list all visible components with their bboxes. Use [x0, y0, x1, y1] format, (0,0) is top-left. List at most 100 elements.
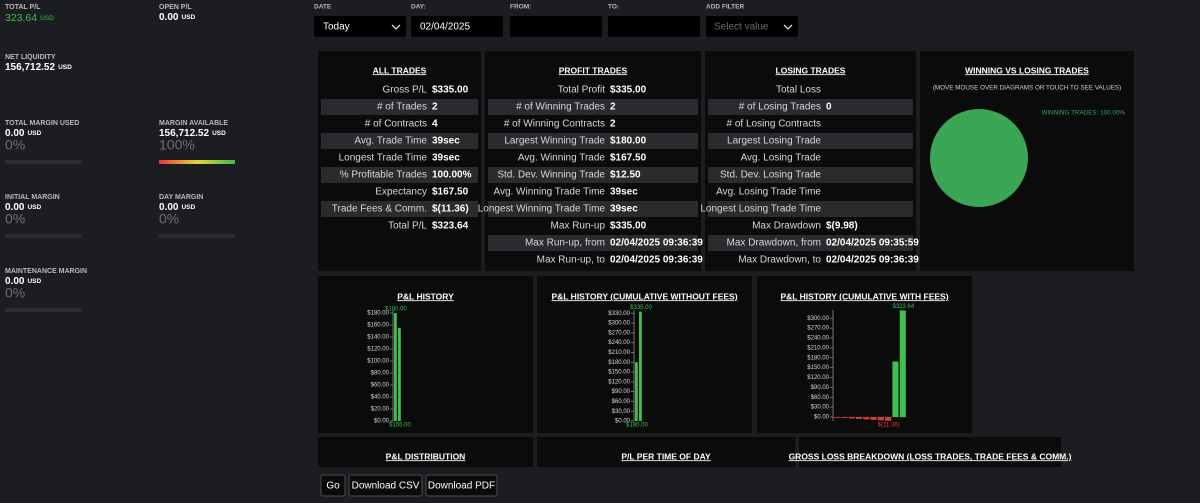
y-tick-label: $100.00 — [367, 359, 389, 365]
row-label: Expectancy — [375, 187, 427, 198]
card-title: P&L HISTORY — [397, 291, 454, 301]
filter-input[interactable] — [510, 16, 602, 37]
filter-input[interactable] — [411, 16, 503, 37]
table-row — [321, 116, 478, 132]
filter-value[interactable]: Today — [323, 22, 350, 33]
row-value: 02/04/2025 09:36:39 — [826, 255, 919, 266]
filter-input[interactable] — [608, 16, 700, 37]
y-tick-label: $60.00 — [612, 399, 631, 405]
button[interactable] — [425, 474, 498, 497]
y-tick-label: $210.00 — [807, 345, 829, 351]
table-row — [321, 201, 478, 217]
row-value: $167.50 — [610, 153, 647, 164]
row-label: Total P/L — [388, 221, 427, 232]
table-row — [708, 116, 913, 132]
table-row — [321, 150, 478, 166]
y-tick-label: $150.00 — [807, 365, 829, 371]
button-label[interactable]: Download PDF — [428, 481, 495, 492]
min-label: $155.00 — [389, 423, 411, 429]
metric-unit: USD — [27, 204, 41, 211]
filter-placeholder[interactable]: Select value — [714, 22, 769, 33]
card-title: P&L HISTORY (CUMULATIVE WITH FEES) — [780, 291, 948, 301]
metric-number: 0.00 — [5, 128, 25, 139]
filter-value[interactable]: 02/04/2025 — [420, 22, 470, 33]
bar — [841, 417, 848, 418]
row-value: 2 — [610, 119, 616, 130]
row-value: $335.00 — [432, 85, 469, 96]
max-label: $323.64 — [892, 304, 914, 310]
max-label: $180.00 — [385, 307, 407, 313]
row-value: 02/04/2025 09:36:39 — [610, 255, 703, 266]
table-row — [321, 133, 478, 149]
row-label: Total Profit — [558, 85, 605, 96]
y-tick-label: $160.00 — [367, 323, 389, 329]
row-value: $180.00 — [610, 136, 647, 147]
card-title: LOSING TRADES — [776, 65, 846, 75]
row-label: Max Run-up, to — [537, 255, 606, 266]
row-label: Largest Losing Trade — [727, 136, 821, 147]
table-row — [708, 167, 913, 183]
row-value: 02/04/2025 09:35:59 — [826, 238, 919, 249]
filter-input[interactable] — [314, 16, 406, 37]
row-label: Max Run-up, from — [525, 238, 605, 249]
y-tick-label: $80.00 — [371, 371, 390, 377]
metric-unit: USD — [58, 64, 72, 71]
metric-value: 0.00 USD — [5, 202, 41, 213]
row-value: 0 — [826, 102, 832, 113]
table-row — [708, 252, 913, 268]
button[interactable] — [348, 474, 423, 497]
y-tick-label: $120.00 — [608, 379, 630, 385]
y-tick-label: $180.00 — [367, 311, 389, 317]
card — [318, 276, 533, 433]
gauge-bar — [5, 308, 81, 312]
gauge-bar — [5, 160, 81, 164]
button-label[interactable]: Download CSV — [352, 481, 420, 492]
row-label: # of Winning Trades — [516, 102, 605, 113]
card-title: PROFIT TRADES — [559, 65, 628, 75]
metric-unit: USD — [181, 14, 195, 21]
table-row — [488, 116, 698, 132]
table-row — [708, 218, 913, 234]
bar — [899, 310, 906, 418]
table-row — [488, 184, 698, 200]
card-subtitle: (MOVE MOUSE OVER DIAGRAMS OR TOUCH TO SE… — [933, 85, 1121, 92]
y-tick-label: $90.00 — [811, 385, 830, 391]
filter-label: TO: — [608, 4, 619, 11]
bar — [885, 417, 892, 421]
y-tick-label: $120.00 — [367, 347, 389, 353]
row-value: 4 — [432, 119, 438, 130]
row-label: Gross P/L — [383, 85, 428, 96]
metric-value: 156,712.52 USD — [159, 128, 226, 139]
y-tick-label: $90.00 — [612, 389, 631, 395]
filter-label: FROM: — [510, 4, 531, 11]
metric-percent: 0% — [5, 137, 25, 153]
metric-percent: 0% — [5, 285, 25, 301]
metric-unit: USD — [212, 130, 226, 137]
metric-label: OPEN P/L — [159, 4, 192, 11]
metric-value: 0.00 USD — [159, 12, 195, 23]
y-tick-label: $240.00 — [608, 340, 630, 346]
row-label: # of Losing Trades — [739, 102, 821, 113]
metric-value: 0.00 USD — [5, 128, 41, 139]
metric-percent: 0% — [159, 211, 179, 227]
button[interactable] — [320, 474, 346, 497]
y-tick-label: $210.00 — [608, 350, 630, 356]
row-value: $323.64 — [432, 221, 469, 232]
button-label[interactable]: Go — [326, 481, 340, 492]
row-label: Longest Winning Trade Time — [478, 204, 606, 215]
y-tick-label: $300.00 — [807, 316, 829, 322]
bar — [848, 417, 855, 419]
table-row — [708, 201, 913, 217]
pie-slice — [930, 109, 1028, 207]
metric-label: INITIAL MARGIN — [5, 194, 60, 201]
card — [799, 437, 1061, 467]
bar — [855, 417, 862, 419]
card — [318, 437, 533, 467]
metric-value: 156,712.52 USD — [5, 62, 72, 73]
filter-input[interactable] — [706, 16, 798, 37]
table-row — [488, 201, 698, 217]
table-row — [321, 99, 478, 115]
row-value: 2 — [432, 102, 438, 113]
row-label: Longest Trade Time — [339, 153, 428, 164]
